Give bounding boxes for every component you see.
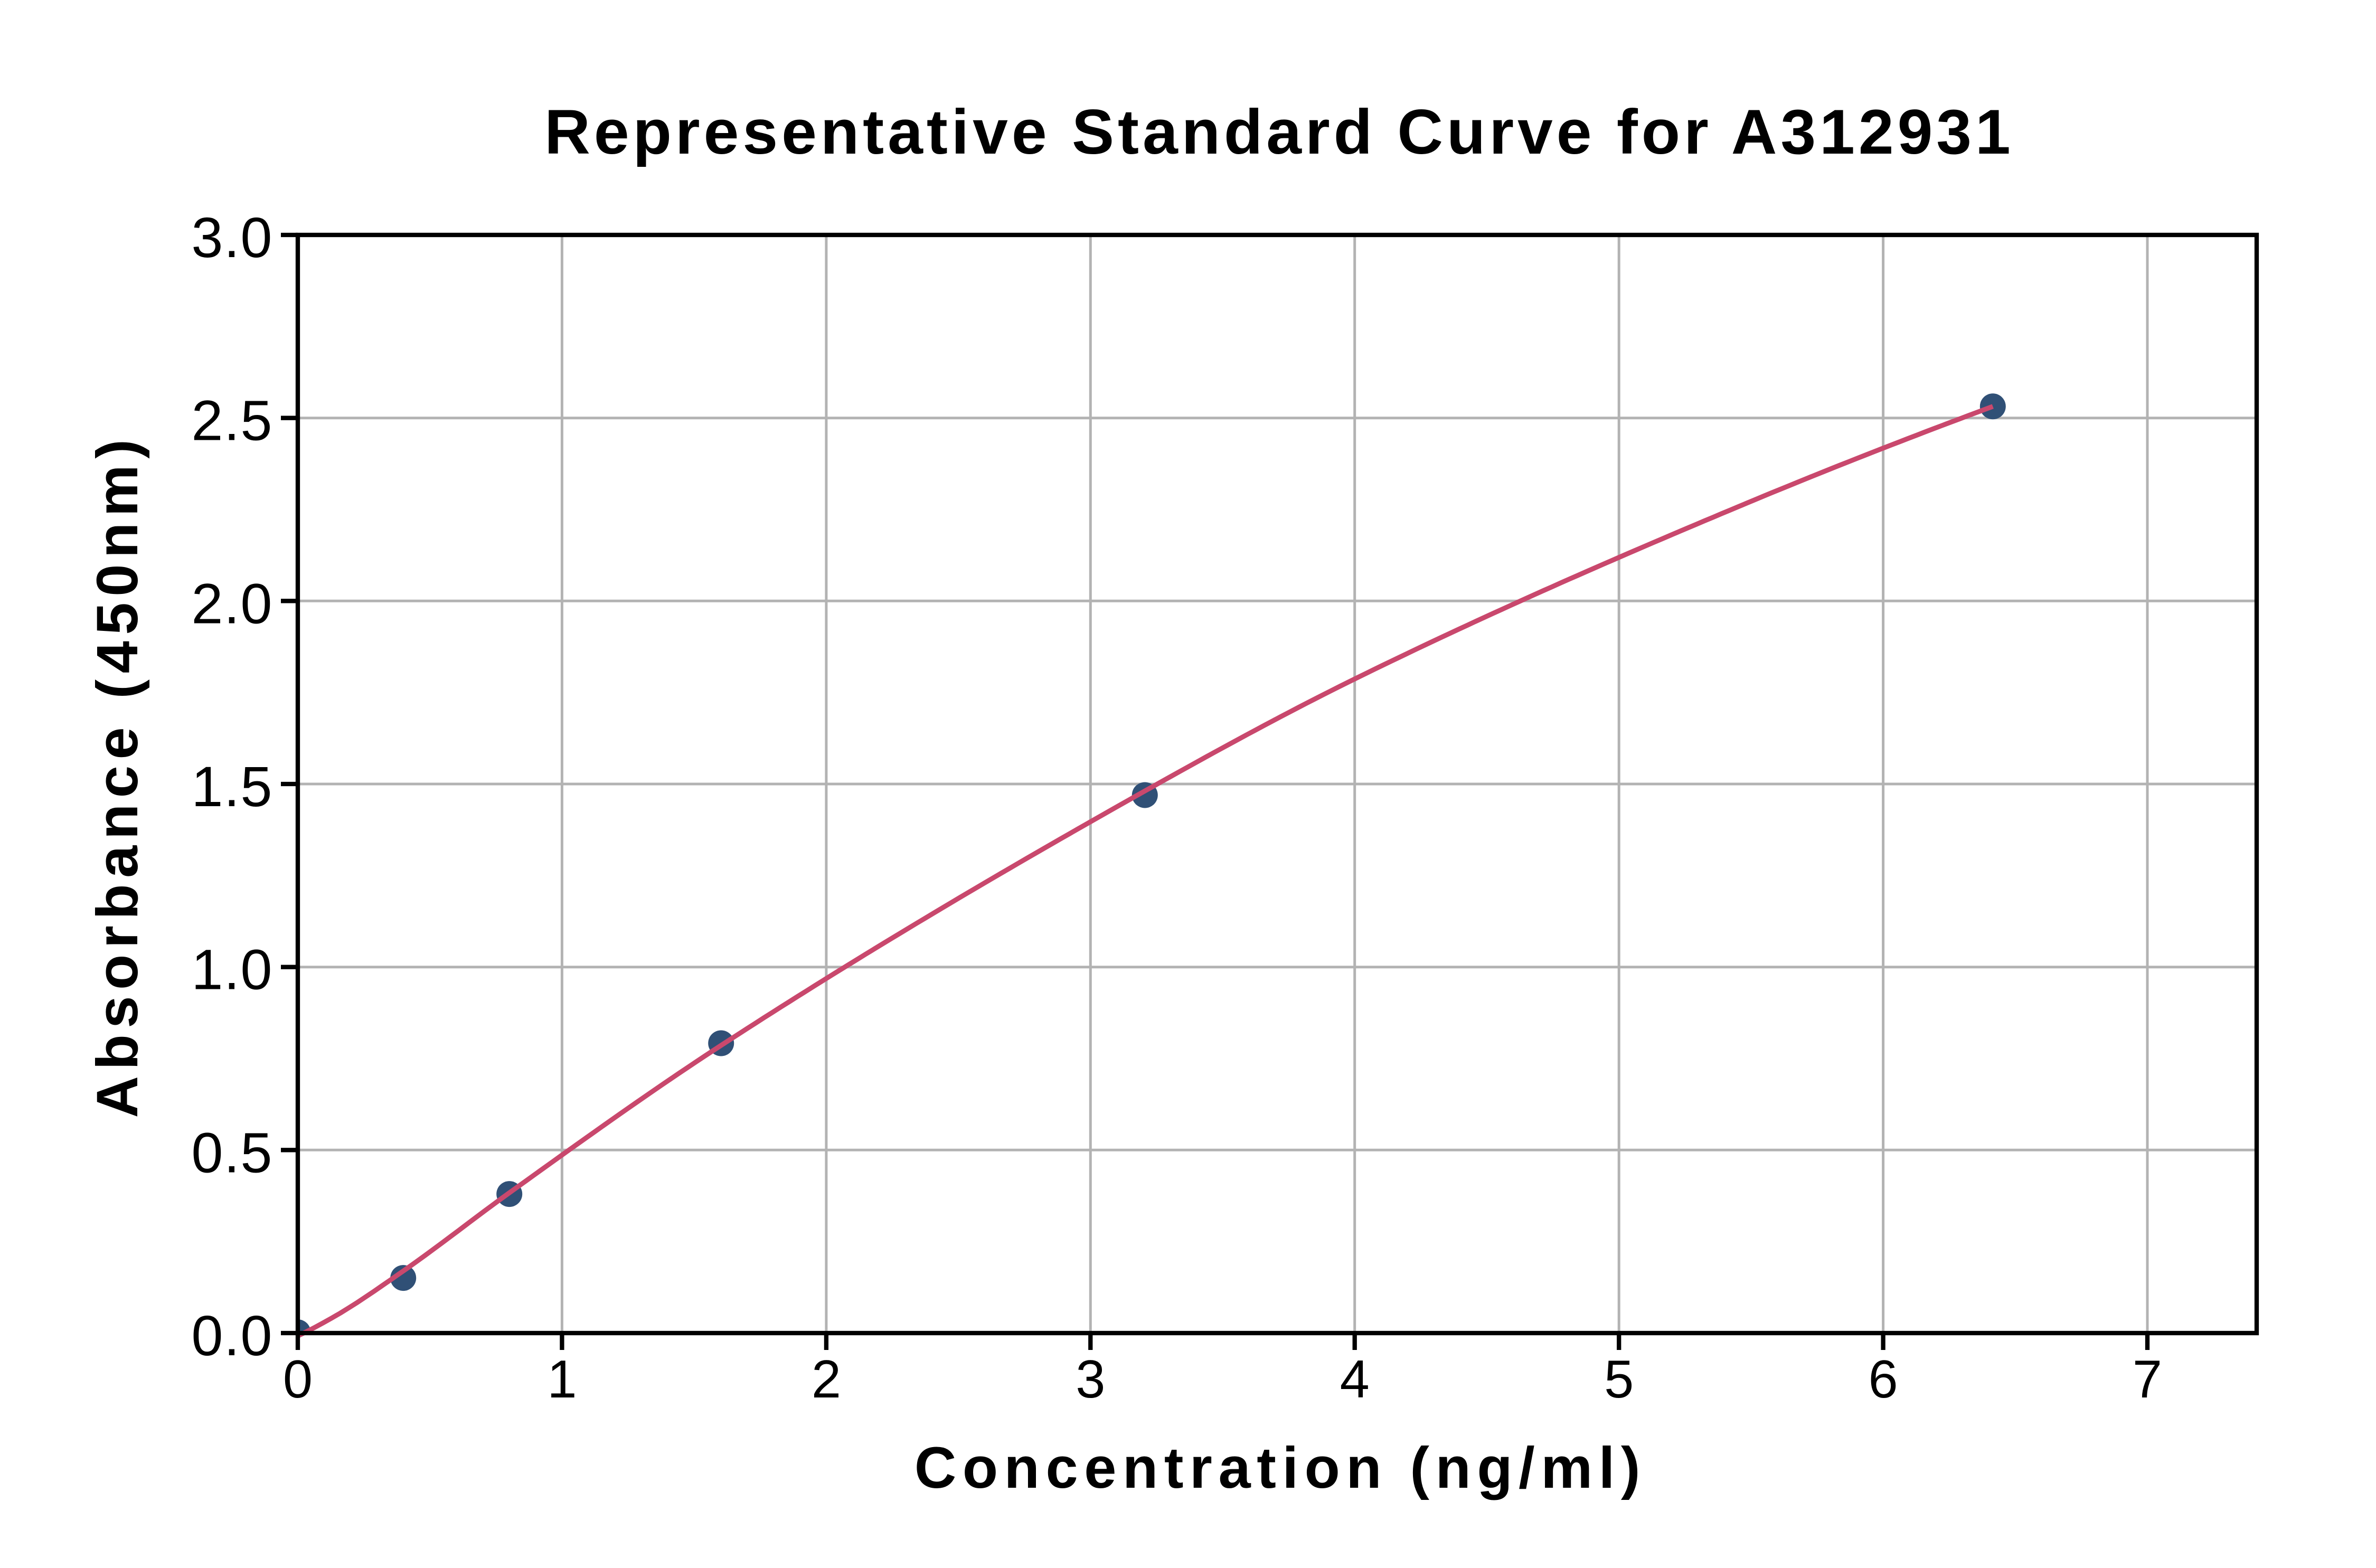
svg-text:0.0: 0.0 — [191, 1303, 273, 1367]
svg-text:1.5: 1.5 — [191, 754, 273, 818]
svg-text:Concentration (ng/ml): Concentration (ng/ml) — [914, 1435, 1646, 1500]
svg-text:5: 5 — [1604, 1350, 1634, 1409]
svg-text:Representative Standard Curve: Representative Standard Curve for A31293… — [544, 97, 2014, 167]
svg-text:6: 6 — [1869, 1350, 1898, 1409]
svg-text:Absorbance (450nm): Absorbance (450nm) — [85, 433, 150, 1118]
svg-text:0: 0 — [283, 1350, 313, 1409]
svg-text:2: 2 — [812, 1350, 841, 1409]
svg-text:0.5: 0.5 — [191, 1120, 273, 1184]
svg-text:1: 1 — [547, 1350, 577, 1409]
svg-text:4: 4 — [1340, 1350, 1370, 1409]
svg-text:7: 7 — [2133, 1350, 2162, 1409]
svg-text:2.0: 2.0 — [191, 571, 273, 635]
svg-text:3: 3 — [1076, 1350, 1105, 1409]
svg-text:1.0: 1.0 — [191, 938, 273, 1002]
svg-text:2.5: 2.5 — [191, 389, 273, 452]
svg-text:3.0: 3.0 — [191, 205, 273, 269]
